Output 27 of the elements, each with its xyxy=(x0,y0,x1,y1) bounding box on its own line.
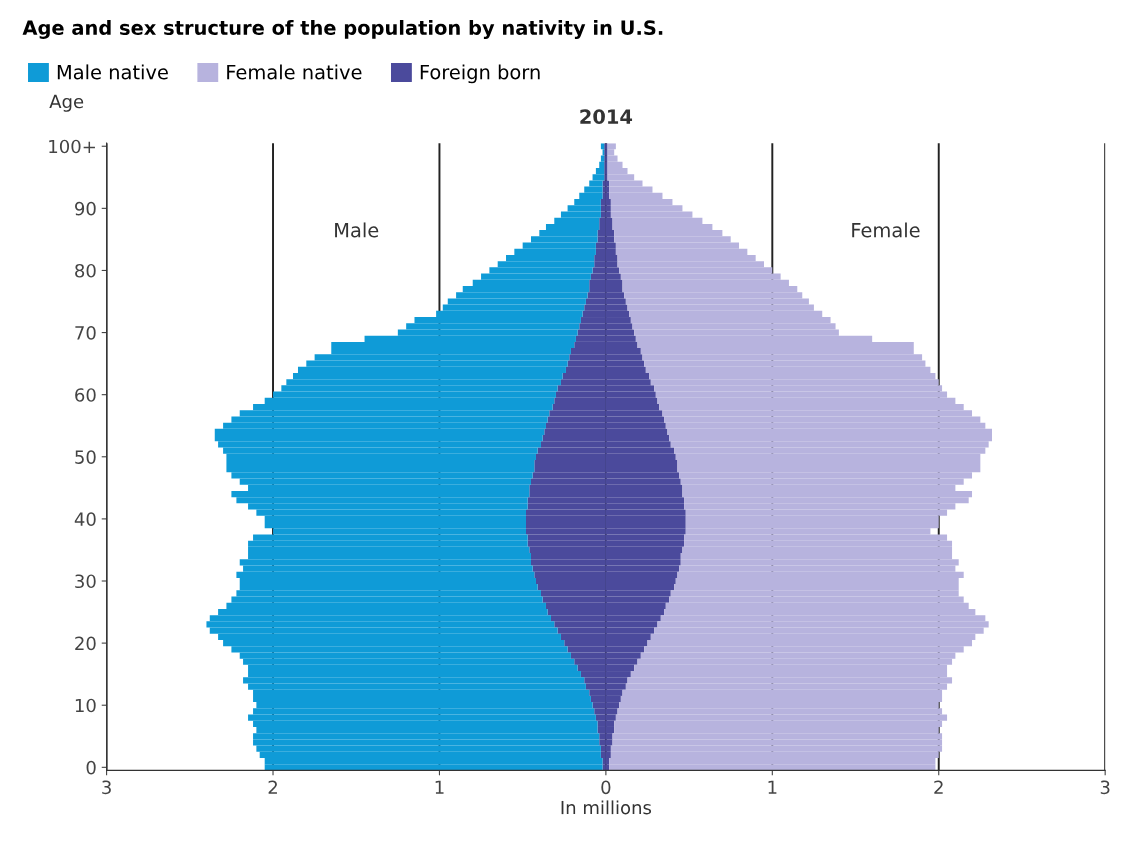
chart-subtitle: 2014 xyxy=(580,109,633,124)
chart-title: Age and sex structure of the population by nativity in U.S. xyxy=(22,19,663,39)
legend-label: Foreign born xyxy=(420,64,540,84)
y-tick-label: 0 xyxy=(86,760,96,775)
y-tick-label: 30 xyxy=(75,574,96,589)
x-axis-title: In millions xyxy=(561,800,652,815)
x-tick-label: 3 xyxy=(1100,780,1110,795)
x-tick-label: 0 xyxy=(601,780,611,795)
x-tick-label: 2 xyxy=(268,780,277,794)
y-tick-label: 80 xyxy=(75,263,96,278)
annotation: Female xyxy=(852,222,920,238)
x-tick-label: 1 xyxy=(435,780,444,794)
x-tick-label: 1 xyxy=(768,780,777,794)
y-axis-title: Age xyxy=(49,94,84,112)
y-tick-label: 50 xyxy=(75,450,96,464)
legend-label: Male native xyxy=(57,64,168,80)
y-tick-label: 100+ xyxy=(49,139,95,154)
y-tick-label: 10 xyxy=(75,698,96,713)
x-tick-label: 3 xyxy=(102,780,111,795)
x-tick-label: 2 xyxy=(934,780,943,794)
y-tick-label: 40 xyxy=(74,512,96,527)
legend-label: Female native xyxy=(227,64,362,80)
y-tick-label: 90 xyxy=(75,201,96,216)
annotation: Male xyxy=(335,222,379,238)
y-tick-label: 70 xyxy=(75,326,96,340)
y-tick-label: 60 xyxy=(75,388,96,402)
y-tick-label: 20 xyxy=(75,636,96,651)
